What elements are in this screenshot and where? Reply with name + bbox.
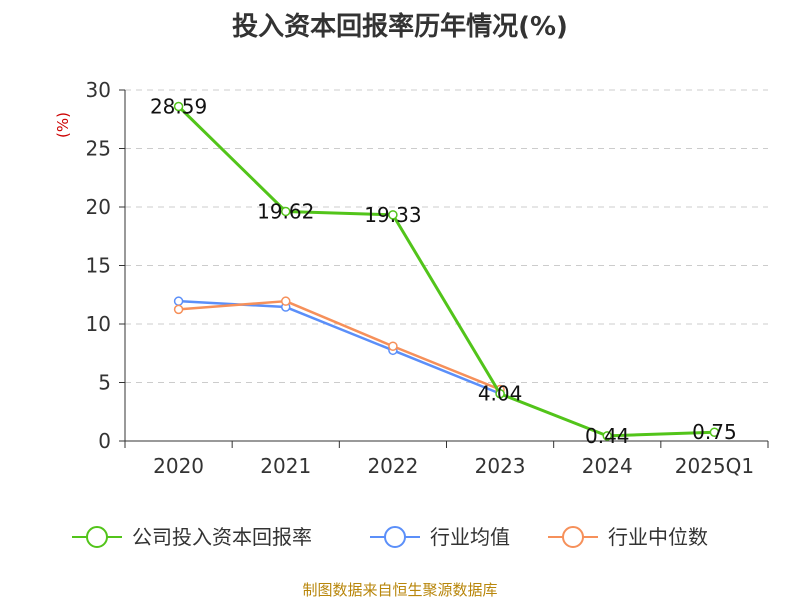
x-tick-label: 2025Q1 xyxy=(675,454,754,478)
source-note: 制图数据来自恒生聚源数据库 xyxy=(302,581,497,599)
x-tick-label: 2021 xyxy=(260,454,311,478)
data-label: 4.04 xyxy=(478,382,523,406)
legend-swatch-marker xyxy=(86,526,108,548)
series-line xyxy=(178,299,501,391)
legend-label: 行业均值 xyxy=(430,525,510,549)
y-tick-label: 25 xyxy=(86,137,111,161)
data-label: 19.62 xyxy=(257,199,314,223)
data-point xyxy=(173,296,184,306)
y-tick-label: 5 xyxy=(98,371,111,395)
legend-label: 公司投入资本回报率 xyxy=(132,525,312,549)
data-label: 28.59 xyxy=(150,94,207,118)
y-axis-unit: (%) xyxy=(54,112,72,138)
x-tick-label: 2023 xyxy=(475,454,526,478)
data-point xyxy=(495,388,505,399)
x-tick-label: 2022 xyxy=(367,454,418,478)
data-point xyxy=(388,210,398,220)
legend-swatch-marker xyxy=(384,526,406,548)
data-label: 0.44 xyxy=(585,424,630,448)
axes: 0 5 10 15 20 25 30 2020 2021 2022 2023 2024 2025Q1 xyxy=(86,78,769,478)
y-tick-label: 30 xyxy=(86,78,111,102)
data-label: 0.75 xyxy=(692,420,737,444)
y-tick-label: 15 xyxy=(86,254,111,278)
series-line xyxy=(177,105,715,438)
data-label: 19.33 xyxy=(364,203,421,227)
data-labels: 28.59 19.62 19.33 4.04 0.44 0.75 xyxy=(150,94,737,447)
data-point xyxy=(388,341,398,351)
data-point xyxy=(709,427,720,437)
x-tick-label: 2020 xyxy=(153,454,204,478)
series-lines xyxy=(173,101,720,441)
y-tick-label: 0 xyxy=(98,429,111,453)
data-point xyxy=(173,304,184,315)
y-tick-label: 10 xyxy=(86,312,111,336)
data-point xyxy=(602,431,612,441)
chart-title: 投入资本回报率历年情况(%) xyxy=(232,11,568,42)
data-point xyxy=(281,296,291,306)
legend: 公司投入资本回报率 行业均值 行业中位数 xyxy=(72,525,708,549)
y-tick-label: 20 xyxy=(86,195,111,219)
legend-swatch-marker xyxy=(562,526,584,548)
data-point xyxy=(281,206,291,217)
gridlines xyxy=(125,89,768,383)
data-point xyxy=(173,101,184,112)
x-tick-label: 2024 xyxy=(582,454,633,478)
legend-label: 行业中位数 xyxy=(608,525,708,549)
